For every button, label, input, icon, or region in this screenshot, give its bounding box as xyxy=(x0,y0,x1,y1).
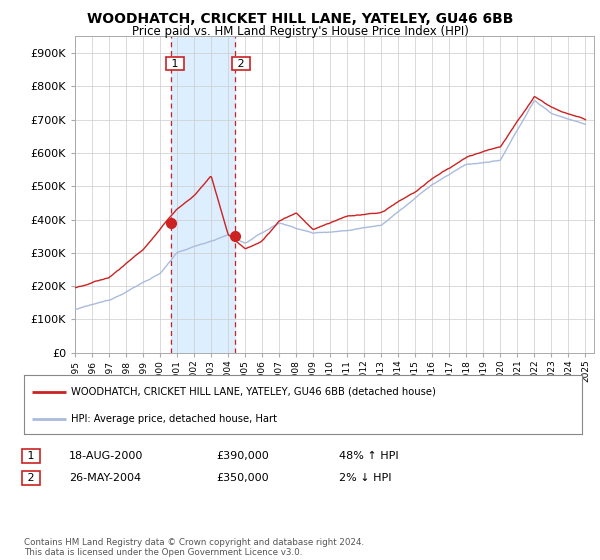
Text: 1: 1 xyxy=(168,59,182,68)
Text: HPI: Average price, detached house, Hart: HPI: Average price, detached house, Hart xyxy=(71,414,277,424)
Text: WOODHATCH, CRICKET HILL LANE, YATELEY, GU46 6BB (detached house): WOODHATCH, CRICKET HILL LANE, YATELEY, G… xyxy=(71,386,436,396)
Text: 2% ↓ HPI: 2% ↓ HPI xyxy=(339,473,391,483)
Text: 18-AUG-2000: 18-AUG-2000 xyxy=(69,451,143,461)
Text: 48% ↑ HPI: 48% ↑ HPI xyxy=(339,451,398,461)
Text: 2: 2 xyxy=(234,59,248,68)
Text: Contains HM Land Registry data © Crown copyright and database right 2024.
This d: Contains HM Land Registry data © Crown c… xyxy=(24,538,364,557)
Text: 2: 2 xyxy=(24,473,38,483)
Text: 1: 1 xyxy=(24,451,38,461)
Text: Price paid vs. HM Land Registry's House Price Index (HPI): Price paid vs. HM Land Registry's House … xyxy=(131,25,469,38)
Text: WOODHATCH, CRICKET HILL LANE, YATELEY, GU46 6BB: WOODHATCH, CRICKET HILL LANE, YATELEY, G… xyxy=(87,12,513,26)
Bar xyxy=(171,36,235,353)
Text: £350,000: £350,000 xyxy=(216,473,269,483)
Text: £390,000: £390,000 xyxy=(216,451,269,461)
Text: 26-MAY-2004: 26-MAY-2004 xyxy=(69,473,141,483)
